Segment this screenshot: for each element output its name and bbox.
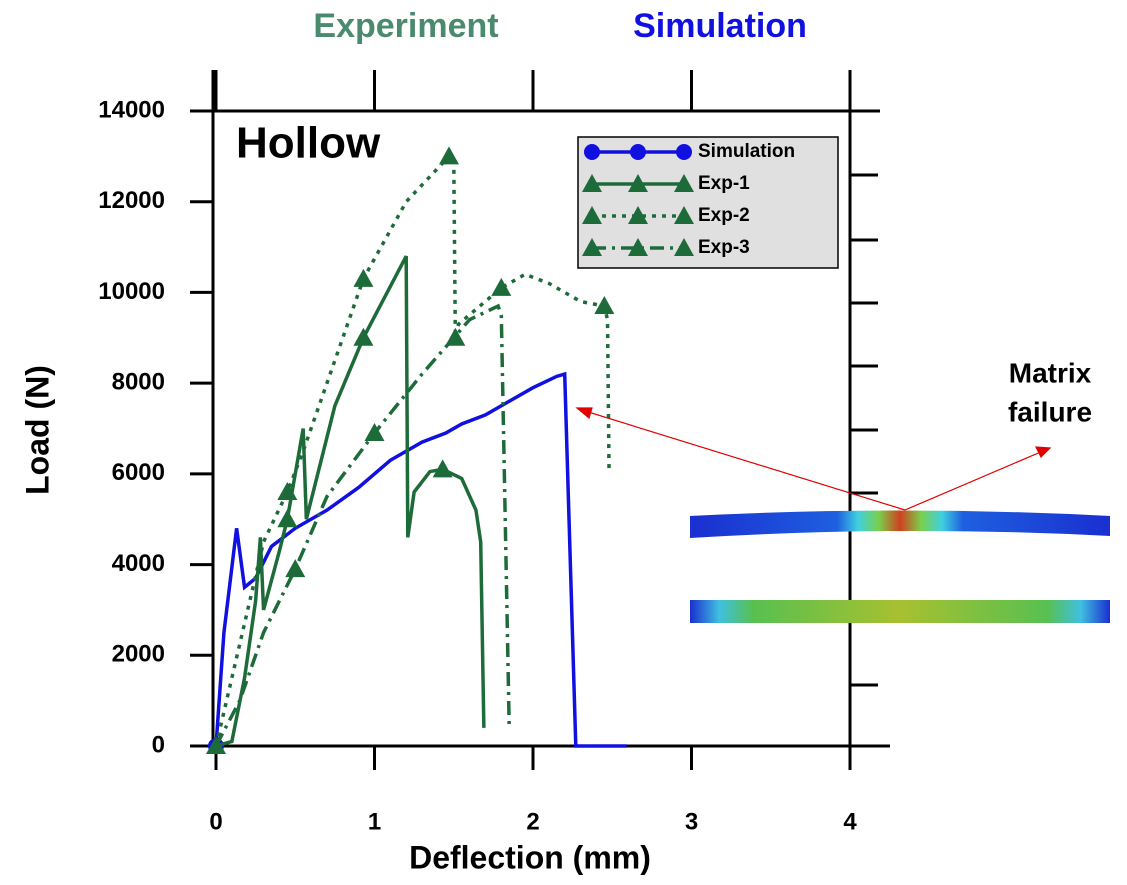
marker [439,146,459,164]
marker [353,328,373,346]
annotation: Matrix [1009,357,1092,388]
marker [365,423,385,441]
y-tick-label: 6000 [112,459,165,486]
inset-label: Hollow [236,119,381,168]
experiment-label: Experiment [313,7,498,45]
marker [676,144,692,160]
y-tick-label: 14000 [98,96,165,123]
legend-label: Exp-2 [698,205,750,226]
series-line [216,156,609,746]
y-tick-label: 10000 [98,278,165,305]
marker [491,278,511,296]
y-tick-label: 8000 [112,368,165,395]
x-tick-label: 4 [843,808,857,835]
marker [584,144,600,160]
x-axis-label: Deflection (mm) [409,839,651,875]
marker [277,509,297,527]
series-line [216,256,484,746]
chart: Experiment Simulation Hollow Matrix fail… [0,0,1127,885]
annotation: failure [1008,396,1092,427]
fea-beam [690,600,1110,623]
legend-label: Simulation [698,141,795,162]
x-tick-label: 3 [685,808,698,835]
marker [594,296,614,314]
marker [285,559,305,577]
x-tick-label: 2 [526,808,539,835]
x-tick-label: 1 [368,808,381,835]
legend-label: Exp-3 [698,237,750,258]
y-tick-label: 4000 [112,550,165,577]
y-tick-label: 12000 [98,187,165,214]
legend-label: Exp-1 [698,173,750,194]
fea-beam-failure [690,511,1110,539]
fea-images [690,511,1110,624]
y-tick-label: 2000 [112,641,165,668]
marker [630,144,646,160]
marker [353,269,373,287]
y-tick-label: 0 [152,731,165,758]
simulation-label: Simulation [633,7,807,45]
marker [433,459,453,477]
y-axis-label: Load (N) [19,365,55,495]
series-line [216,306,509,746]
annotation-arrows [577,408,1050,510]
x-tick-label: 0 [209,808,222,835]
